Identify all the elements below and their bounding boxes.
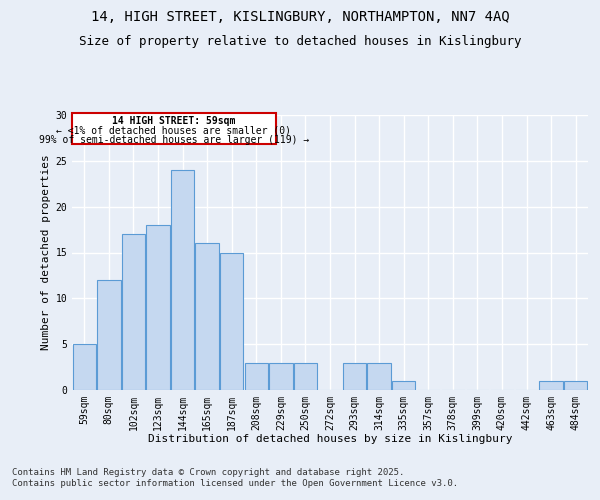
Bar (343, 362, 366, 390)
Text: 14, HIGH STREET, KISLINGBURY, NORTHAMPTON, NN7 4AQ: 14, HIGH STREET, KISLINGBURY, NORTHAMPTO… (91, 10, 509, 24)
Text: 99% of semi-detached houses are larger (119) →: 99% of semi-detached houses are larger (… (39, 134, 309, 144)
Bar (72, 113, 276, 144)
Bar (269, 362, 293, 390)
Bar (146, 225, 170, 390)
Bar (73, 344, 96, 390)
Bar (171, 170, 194, 390)
Text: Size of property relative to detached houses in Kislingbury: Size of property relative to detached ho… (79, 35, 521, 48)
Text: ← <1% of detached houses are smaller (0): ← <1% of detached houses are smaller (0) (56, 126, 292, 136)
Y-axis label: Number of detached properties: Number of detached properties (41, 154, 51, 350)
X-axis label: Distribution of detached houses by size in Kislingbury: Distribution of detached houses by size … (148, 434, 512, 444)
Text: 14 HIGH STREET: 59sqm: 14 HIGH STREET: 59sqm (112, 116, 236, 126)
Bar (245, 362, 268, 390)
Bar (392, 381, 415, 390)
Bar (564, 381, 587, 390)
Bar (294, 362, 317, 390)
Bar (196, 244, 219, 390)
Bar (539, 381, 563, 390)
Bar (367, 362, 391, 390)
Bar (97, 280, 121, 390)
Bar (122, 234, 145, 390)
Text: Contains HM Land Registry data © Crown copyright and database right 2025.
Contai: Contains HM Land Registry data © Crown c… (12, 468, 458, 487)
Bar (220, 252, 244, 390)
